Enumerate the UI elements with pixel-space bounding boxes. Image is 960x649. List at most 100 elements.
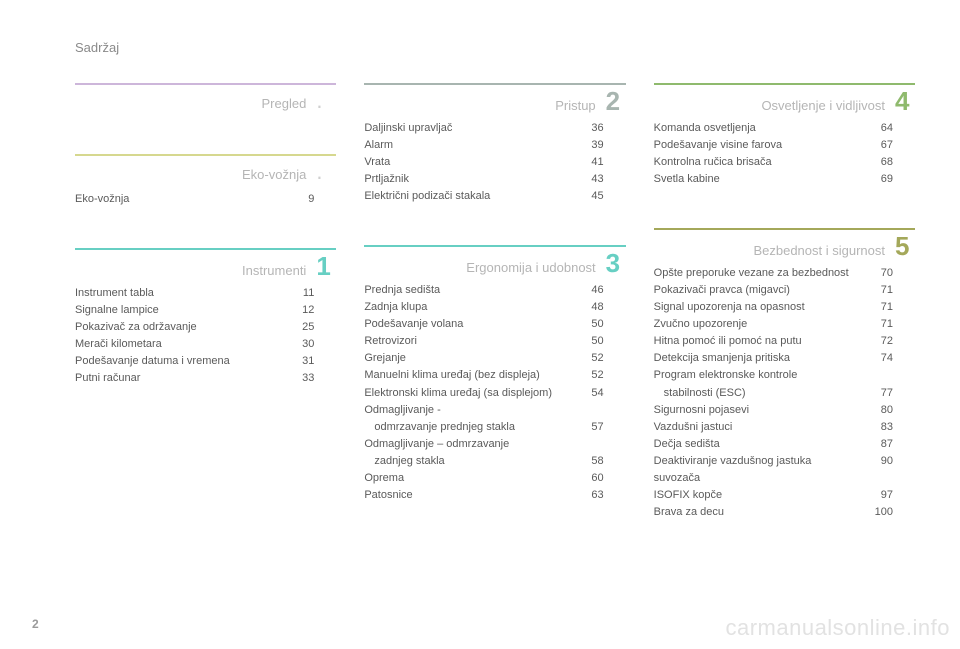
entry-page: 70 (863, 265, 893, 282)
entry-label: Vrata (364, 154, 573, 171)
column: Pregled.Eko-vožnja.Eko-vožnja9Instrument… (75, 83, 336, 561)
entry-label: Opšte preporuke vezane za bezbednost (654, 265, 863, 282)
toc-entry: zadnjeg stakla58 (364, 453, 603, 470)
toc-entry: Eko-vožnja9 (75, 191, 314, 208)
toc-entry: Podešavanje visine farova67 (654, 137, 893, 154)
entry-page: 87 (863, 436, 893, 453)
entry-label: ISOFIX kopče (654, 487, 863, 504)
entry-label: Odmagljivanje - (364, 402, 573, 419)
section-title: Pregled (75, 96, 308, 111)
entry-page: 58 (574, 453, 604, 470)
entry-label: Grejanje (364, 350, 573, 367)
entry-label: Patosnice (364, 487, 573, 504)
toc-entry: Merači kilometara30 (75, 336, 314, 353)
entry-label: Daljinski upravljač (364, 120, 573, 137)
entry-label: Putni računar (75, 370, 284, 387)
entry-page: 36 (574, 120, 604, 137)
section-header: Ergonomija i udobnost3 (364, 250, 625, 276)
entry-label: Pokazivač za održavanje (75, 319, 284, 336)
entry-page: 77 (863, 385, 893, 402)
entry-label: Podešavanje volana (364, 316, 573, 333)
section-title: Osvetljenje i vidljivost (654, 98, 887, 113)
entry-label: Podešavanje datuma i vremena (75, 353, 284, 370)
toc-entry: Kontrolna ručica brisača68 (654, 154, 893, 171)
entry-label: Hitna pomoć ili pomoć na putu (654, 333, 863, 350)
toc-entry: Manuelni klima uređaj (bez displeja)52 (364, 367, 603, 384)
toc-entry: ISOFIX kopče97 (654, 487, 893, 504)
toc-entry: Sigurnosni pojasevi80 (654, 402, 893, 419)
entries: Komanda osvetljenja64Podešavanje visine … (654, 120, 915, 188)
toc-entry: Patosnice63 (364, 487, 603, 504)
toc-entry: Daljinski upravljač36 (364, 120, 603, 137)
entry-label: Brava za decu (654, 504, 863, 521)
toc-entry: Podešavanje datuma i vremena31 (75, 353, 314, 370)
entry-page: 48 (574, 299, 604, 316)
toc-section: Eko-vožnja.Eko-vožnja9 (75, 154, 336, 208)
entry-label: Prtljažnik (364, 171, 573, 188)
toc-entry: Signal upozorenja na opasnost71 (654, 299, 893, 316)
entry-page: 71 (863, 316, 893, 333)
section-bar (364, 83, 625, 85)
toc-section: Pregled. (75, 83, 336, 114)
entry-page: 63 (574, 487, 604, 504)
section-bar (654, 83, 915, 85)
entry-page: 41 (574, 154, 604, 171)
entry-page: 31 (284, 353, 314, 370)
entries: Daljinski upravljač36Alarm39Vrata41Prtlj… (364, 120, 625, 205)
toc-entry: Detekcija smanjenja pritiska74 (654, 350, 893, 367)
section-header: Pristup2 (364, 88, 625, 114)
toc-entry: Vazdušni jastuci83 (654, 419, 893, 436)
section-bar (654, 228, 915, 230)
section-bar (75, 83, 336, 85)
section-number: . (316, 159, 336, 185)
entry-page: 67 (863, 137, 893, 154)
toc-entry: Zvučno upozorenje71 (654, 316, 893, 333)
section-number: 4 (895, 88, 915, 114)
entry-label: Signal upozorenja na opasnost (654, 299, 863, 316)
toc-entry: Retrovizori50 (364, 333, 603, 350)
section-header: Osvetljenje i vidljivost 4 (654, 88, 915, 114)
entry-page: 52 (574, 350, 604, 367)
section-title: Eko-vožnja (75, 167, 308, 182)
section-header: Eko-vožnja. (75, 159, 336, 185)
entry-label: Električni podizači stakala (364, 188, 573, 205)
toc-entry: stabilnosti (ESC) 77 (654, 385, 893, 402)
section-header: Pregled. (75, 88, 336, 114)
entry-page: 100 (863, 504, 893, 521)
entries: Prednja sedišta46Zadnja klupa48Podešavan… (364, 282, 625, 504)
entry-page: 90 (863, 453, 893, 470)
entry-sublabel: odmrzavanje prednjeg stakla (364, 419, 567, 436)
toc-entry: Dečja sedišta87 (654, 436, 893, 453)
toc-entry: Opšte preporuke vezane za bezbednost70 (654, 265, 893, 282)
section-title: Pristup (364, 98, 597, 113)
toc-entry: Putni računar33 (75, 370, 314, 387)
toc-section: Ergonomija i udobnost3 Prednja sedišta46Z… (364, 245, 625, 504)
toc-entry: Oprema60 (364, 470, 603, 487)
entry-sublabel: stabilnosti (ESC) (654, 385, 857, 402)
entry-page: 50 (574, 316, 604, 333)
entry-page: 68 (863, 154, 893, 171)
entry-page: 71 (863, 282, 893, 299)
toc-entry: Vrata41 (364, 154, 603, 171)
entry-page: 60 (574, 470, 604, 487)
entry-label: Detekcija smanjenja pritiska (654, 350, 863, 367)
entry-label: zadnjeg stakla (364, 453, 573, 470)
entry-label: Prednja sedišta (364, 282, 573, 299)
section-bar (75, 154, 336, 156)
toc-section: Instrumenti1Instrument tabla11Signalne l… (75, 248, 336, 387)
toc-entry: Komanda osvetljenja64 (654, 120, 893, 137)
content-columns: Pregled.Eko-vožnja.Eko-vožnja9Instrument… (75, 83, 915, 561)
entry-label: Komanda osvetljenja (654, 120, 863, 137)
entries: Opšte preporuke vezane za bezbednost70Po… (654, 265, 915, 521)
column: Osvetljenje i vidljivost4Komanda osvetlj… (654, 83, 915, 561)
page-number: 2 (32, 617, 39, 631)
entry-page: 83 (863, 419, 893, 436)
entry-page: 25 (284, 319, 314, 336)
entry-label: Program elektronske kontrole (654, 367, 863, 384)
toc-entry: Prtljažnik43 (364, 171, 603, 188)
entry-label: Manuelni klima uređaj (bez displeja) (364, 367, 573, 384)
entry-label: Pokazivači pravca (migavci) (654, 282, 863, 299)
toc-entry: Električni podizači stakala45 (364, 188, 603, 205)
entry-page: 46 (574, 282, 604, 299)
entry-page: 39 (574, 137, 604, 154)
